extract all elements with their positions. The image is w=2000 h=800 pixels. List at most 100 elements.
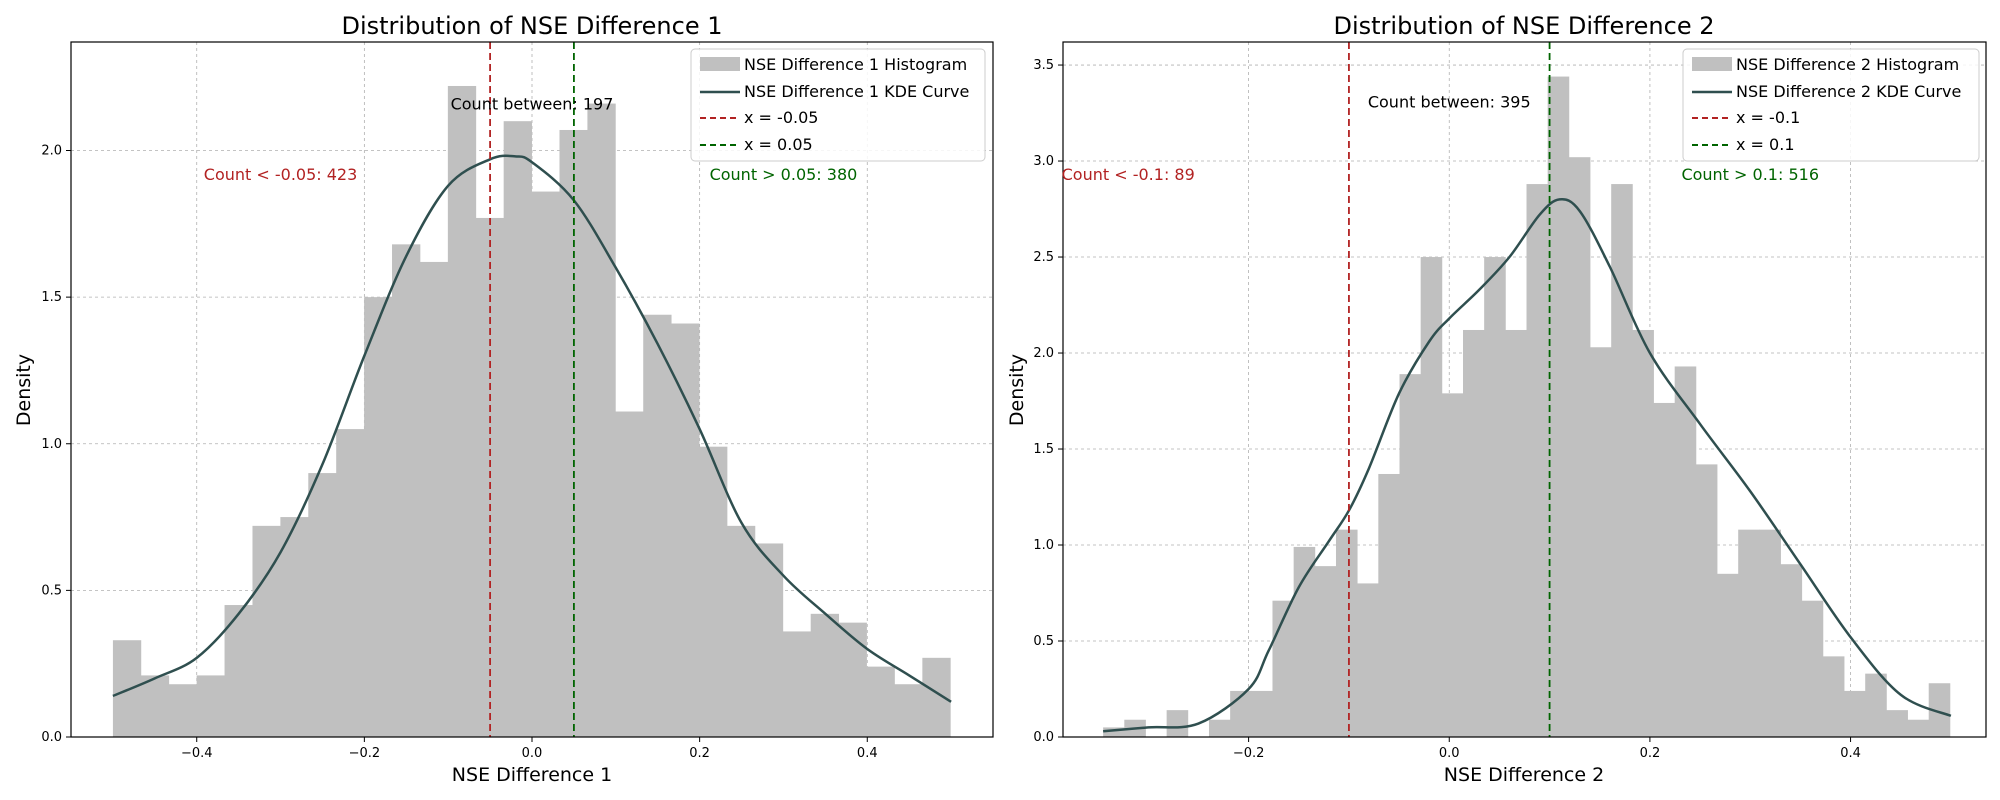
legend-histogram-label: NSE Difference 2 Histogram [1736,55,1959,74]
y-tick-label: 3.5 [1033,58,1054,73]
legend-histogram-swatch [1692,57,1732,71]
histogram-bar [838,622,867,737]
histogram-bar [1272,600,1295,737]
histogram-bar [1103,727,1125,737]
legend: NSE Difference 1 Histogram NSE Differenc… [690,48,986,162]
count-below-annotation: Count < -0.05: 423 [204,165,358,184]
histogram-bar [419,261,449,737]
axes-frame [1062,41,1987,738]
y-tick-label: 1.0 [41,437,62,452]
legend-box [1682,48,1980,162]
x-tick-label: 0.4 [857,746,878,761]
histogram-bar [1928,683,1951,737]
chart-title: Distribution of NSE Difference 1 [341,12,722,40]
x-tick-label: 0.2 [1640,746,1661,761]
kde-curve [112,154,952,703]
histogram-bar [1505,329,1527,737]
histogram-bar [1822,656,1845,737]
y-tick-label: 0.5 [41,583,62,598]
histogram-bar [392,244,421,737]
x-tick-label: 0.4 [1840,746,1861,761]
count-above-annotation: Count > 0.05: 380 [710,165,858,184]
legend: NSE Difference 2 Histogram NSE Differenc… [1682,48,1980,162]
histogram-bar [1251,690,1273,737]
histogram-bar [1484,257,1506,737]
histogram-bar [1780,564,1803,737]
histogram-bar [1801,600,1824,737]
histogram-bar [1166,710,1189,737]
histogram-bar [1674,366,1697,737]
legend-left-line-label: x = -0.1 [1736,108,1800,127]
histogram-bar [615,411,644,737]
x-tick-label: 0.0 [1439,746,1460,761]
histogram-bar [1420,257,1443,737]
histogram-bar [1907,719,1930,737]
histogram-bar [336,429,365,737]
histogram-bar [671,323,700,737]
histogram-bar [196,675,225,737]
kde-curve [1103,198,1952,733]
histogram-bar [1568,157,1591,738]
y-tick-label: 2.5 [1033,250,1054,265]
histogram-bar [1695,464,1718,737]
histogram-bar [1886,710,1908,737]
histogram-bar [447,85,477,737]
histogram-bar [1844,690,1866,737]
x-axis-label: NSE Difference 2 [1444,764,1604,786]
histogram-bar [810,613,840,737]
legend-box [690,48,986,162]
histogram-bar [1378,473,1400,737]
x-tick-label: 0.2 [689,746,710,761]
histogram-bar [112,640,142,737]
histogram-bar [587,103,616,737]
histogram-bar [1738,529,1760,737]
histogram-bar [140,675,170,737]
legend-left-line-label: x = -0.05 [744,108,818,127]
histogram-bar [1314,566,1337,737]
x-tick-label: 0.0 [522,746,543,761]
histogram-bar [1208,719,1231,737]
histogram-bar [754,543,784,737]
histogram-bar [1441,393,1464,737]
histogram-bar [1590,347,1612,737]
y-tick-label: 2.0 [1033,346,1054,361]
histogram-bar [1632,329,1654,737]
histogram-bar [364,297,393,737]
y-tick-label: 1.5 [1033,442,1054,457]
y-tick-label: 0.0 [1033,730,1054,745]
legend-histogram-swatch [700,57,740,71]
y-tick-label: 0.0 [41,730,62,745]
histogram-bar [726,525,756,737]
x-axis-label: NSE Difference 1 [452,764,612,786]
histogram-bar [280,517,309,737]
chart-panel-2: −0.2 0.0 0.2 0.4 0.0 0.5 1.0 1.5 2.0 2.5 3.0 3.5 Co… [1006,12,1987,786]
histogram-bar [168,684,198,737]
chart-panel-1: −0.4 −0.2 0.0 0.2 0.4 0.0 0.5 1.0 1.5 2.0 Count <… [13,12,994,786]
count-above-annotation: Count > 0.1: 516 [1681,165,1819,184]
y-tick-label: 2.0 [41,144,62,159]
x-tick-label: −0.4 [181,746,213,761]
histogram-bar [1357,583,1379,737]
histogram-bar [782,631,812,737]
histogram-bar [1526,184,1549,737]
legend-kde-label: NSE Difference 1 KDE Curve [744,82,969,101]
histogram-bar [308,473,337,737]
y-tick-label: 1.5 [41,290,62,305]
count-below-annotation: Count < -0.1: 89 [1062,165,1195,184]
y-tick-label: 1.0 [1033,538,1054,553]
count-between-annotation: Count between: 395 [1368,92,1531,111]
histogram-bar [1759,529,1781,737]
histogram-bar [1611,184,1633,737]
y-tick-label: 3.0 [1033,154,1054,169]
legend-right-line-label: x = 0.05 [744,135,813,154]
count-between-annotation: Count between: 197 [451,94,614,113]
legend-histogram-label: NSE Difference 1 Histogram [744,55,967,74]
histogram-bar [1653,402,1676,737]
histogram-bar [1335,529,1358,737]
histogram-bar [699,446,728,737]
chart-title: Distribution of NSE Difference 2 [1333,12,1714,40]
histogram-bar [1293,546,1316,737]
legend-kde-label: NSE Difference 2 KDE Curve [1736,82,1961,101]
histogram-bar [1547,76,1570,738]
histogram-bar [643,314,672,737]
